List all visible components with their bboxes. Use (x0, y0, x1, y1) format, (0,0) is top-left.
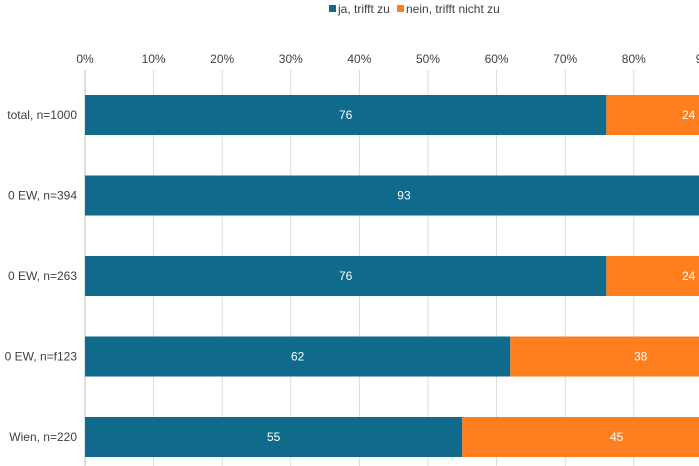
legend-label-1: ja, trifft zu (337, 2, 390, 16)
bar-1-5 (85, 417, 463, 457)
category-label: Wien, n=220 (9, 430, 77, 444)
x-tick-labels: 0% 10% 20% 30% 40% 50% 60% 70% 80% 90 (76, 52, 699, 66)
x-tick-label: 30% (279, 52, 303, 66)
bar-2-1 (606, 95, 699, 135)
category-label: total, n=1000 (7, 108, 77, 122)
category-label: 0 EW, n=394 (8, 189, 77, 203)
data-label: 76 (339, 269, 353, 283)
category-label: 0 EW, n=f123 (5, 350, 78, 364)
bar-1-3 (85, 256, 607, 296)
data-label: 76 (339, 108, 353, 122)
bar-2-5 (462, 417, 699, 457)
legend-swatch-2 (397, 5, 404, 12)
bars: 76 24 93 76 24 62 38 55 45 (85, 95, 699, 457)
x-tick-label: 70% (553, 52, 577, 66)
data-label: 55 (267, 430, 281, 444)
x-tick-label: 80% (622, 52, 646, 66)
x-tick-label: 20% (210, 52, 234, 66)
legend-swatch-1 (329, 5, 336, 12)
legend-label-2: nein, trifft nicht zu (406, 2, 500, 16)
x-tick-label: 90 (696, 52, 699, 66)
data-label: 24 (682, 269, 696, 283)
x-tick-label: 0% (76, 52, 94, 66)
data-label: 62 (291, 350, 305, 364)
data-label: 24 (682, 108, 696, 122)
x-tick-label: 60% (485, 52, 509, 66)
bar-1-2 (85, 175, 699, 216)
x-tick-label: 40% (347, 52, 371, 66)
data-label: 93 (397, 189, 411, 203)
category-labels: total, n=1000 0 EW, n=394 0 EW, n=263 0 EW,… (5, 108, 78, 444)
legend: ja, trifft zu nein, trifft nicht zu (329, 2, 500, 16)
bar-1-1 (85, 95, 607, 135)
bar-1-4 (85, 336, 511, 377)
data-label: 45 (610, 430, 624, 444)
data-label: 38 (634, 350, 648, 364)
x-tick-label: 10% (142, 52, 166, 66)
bar-2-3 (606, 256, 699, 296)
x-tick-label: 50% (416, 52, 440, 66)
category-label: 0 EW, n=263 (8, 269, 77, 283)
bar-2-4 (510, 336, 699, 377)
